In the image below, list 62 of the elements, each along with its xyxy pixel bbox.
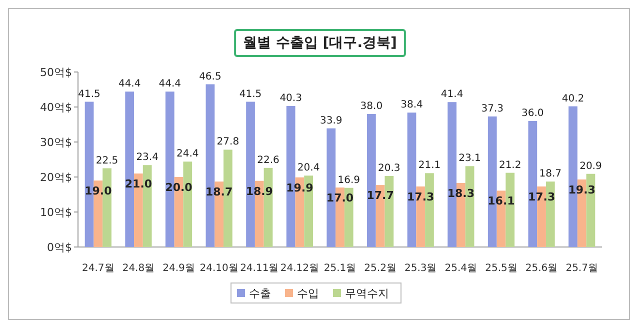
x-tick-label: 25.4월 bbox=[444, 263, 478, 274]
data-label: 21.1 bbox=[418, 160, 441, 172]
data-label: 18.3 bbox=[447, 186, 474, 200]
data-label: 20.0 bbox=[165, 181, 193, 194]
data-label: 17.3 bbox=[407, 190, 434, 204]
data-label: 44.4 bbox=[118, 78, 141, 90]
data-label: 21.2 bbox=[498, 160, 522, 171]
x-tick-label: 24.10월 bbox=[200, 263, 238, 274]
data-label: 18.7 bbox=[539, 168, 562, 180]
data-label: 20.9 bbox=[580, 160, 602, 172]
y-tick-label: 30억$ bbox=[40, 136, 72, 149]
x-tick-label: 25.1월 bbox=[324, 263, 356, 274]
data-label: 44.4 bbox=[158, 78, 182, 90]
x-tick-label: 24.8월 bbox=[122, 263, 155, 274]
data-label: 19.9 bbox=[286, 181, 314, 194]
data-label: 40.3 bbox=[280, 92, 302, 104]
x-tick-label: 25.6월 bbox=[525, 263, 558, 274]
x-tick-label: 24.7월 bbox=[82, 263, 114, 274]
data-label: 23.4 bbox=[136, 152, 158, 164]
data-label: 18.7 bbox=[206, 186, 233, 199]
data-label: 46.5 bbox=[199, 71, 222, 82]
data-label: 23.1 bbox=[458, 153, 481, 164]
data-label: 36.0 bbox=[522, 108, 544, 119]
x-tick-label: 25.5월 bbox=[485, 263, 518, 274]
data-label: 16.1 bbox=[488, 194, 515, 208]
data-label: 27.8 bbox=[216, 136, 240, 148]
data-label: 17.0 bbox=[326, 192, 354, 204]
data-label: 18.9 bbox=[246, 184, 273, 198]
y-tick-label: 20억$ bbox=[40, 171, 72, 184]
x-tick-label: 25.7월 bbox=[566, 263, 598, 274]
y-tick-label: 40억$ bbox=[40, 101, 72, 114]
data-label: 17.3 bbox=[528, 190, 556, 204]
x-tick-label: 24.9월 bbox=[162, 263, 195, 274]
data-label: 17.7 bbox=[366, 189, 394, 202]
data-label: 40.2 bbox=[562, 93, 584, 104]
x-tick-label: 25.3월 bbox=[404, 263, 437, 274]
data-label: 20.4 bbox=[297, 162, 320, 174]
data-label: 21.0 bbox=[124, 178, 152, 190]
data-label: 22.5 bbox=[96, 155, 118, 166]
data-label: 24.4 bbox=[176, 148, 199, 160]
data-label: 22.6 bbox=[257, 154, 280, 166]
data-label: 41.5 bbox=[78, 88, 100, 100]
legend-label: 무역수지 bbox=[345, 287, 389, 300]
x-tick-label: 24.12월 bbox=[280, 263, 320, 274]
y-tick-label: 0억$ bbox=[47, 241, 72, 254]
data-label: 38.0 bbox=[360, 101, 383, 112]
x-tick-label: 24.11월 bbox=[240, 263, 279, 274]
data-label: 16.9 bbox=[338, 174, 360, 186]
y-tick-label: 50억$ bbox=[40, 66, 72, 79]
data-label: 19.3 bbox=[568, 183, 596, 196]
data-label: 41.4 bbox=[440, 89, 464, 100]
data-label: 38.4 bbox=[400, 100, 423, 111]
data-label: 37.3 bbox=[481, 103, 504, 114]
data-label: 19.0 bbox=[84, 184, 112, 198]
data-label: 41.5 bbox=[239, 88, 262, 100]
y-tick-label: 10억$ bbox=[40, 206, 72, 219]
chart-title: 월별 수출입 [대구.경북] bbox=[243, 35, 397, 51]
data-label: 20.3 bbox=[378, 162, 400, 174]
legend-label: 수입 bbox=[297, 287, 319, 300]
data-label: 33.9 bbox=[320, 115, 342, 126]
x-tick-label: 25.2월 bbox=[364, 263, 396, 274]
legend-label: 수출 bbox=[249, 287, 271, 300]
